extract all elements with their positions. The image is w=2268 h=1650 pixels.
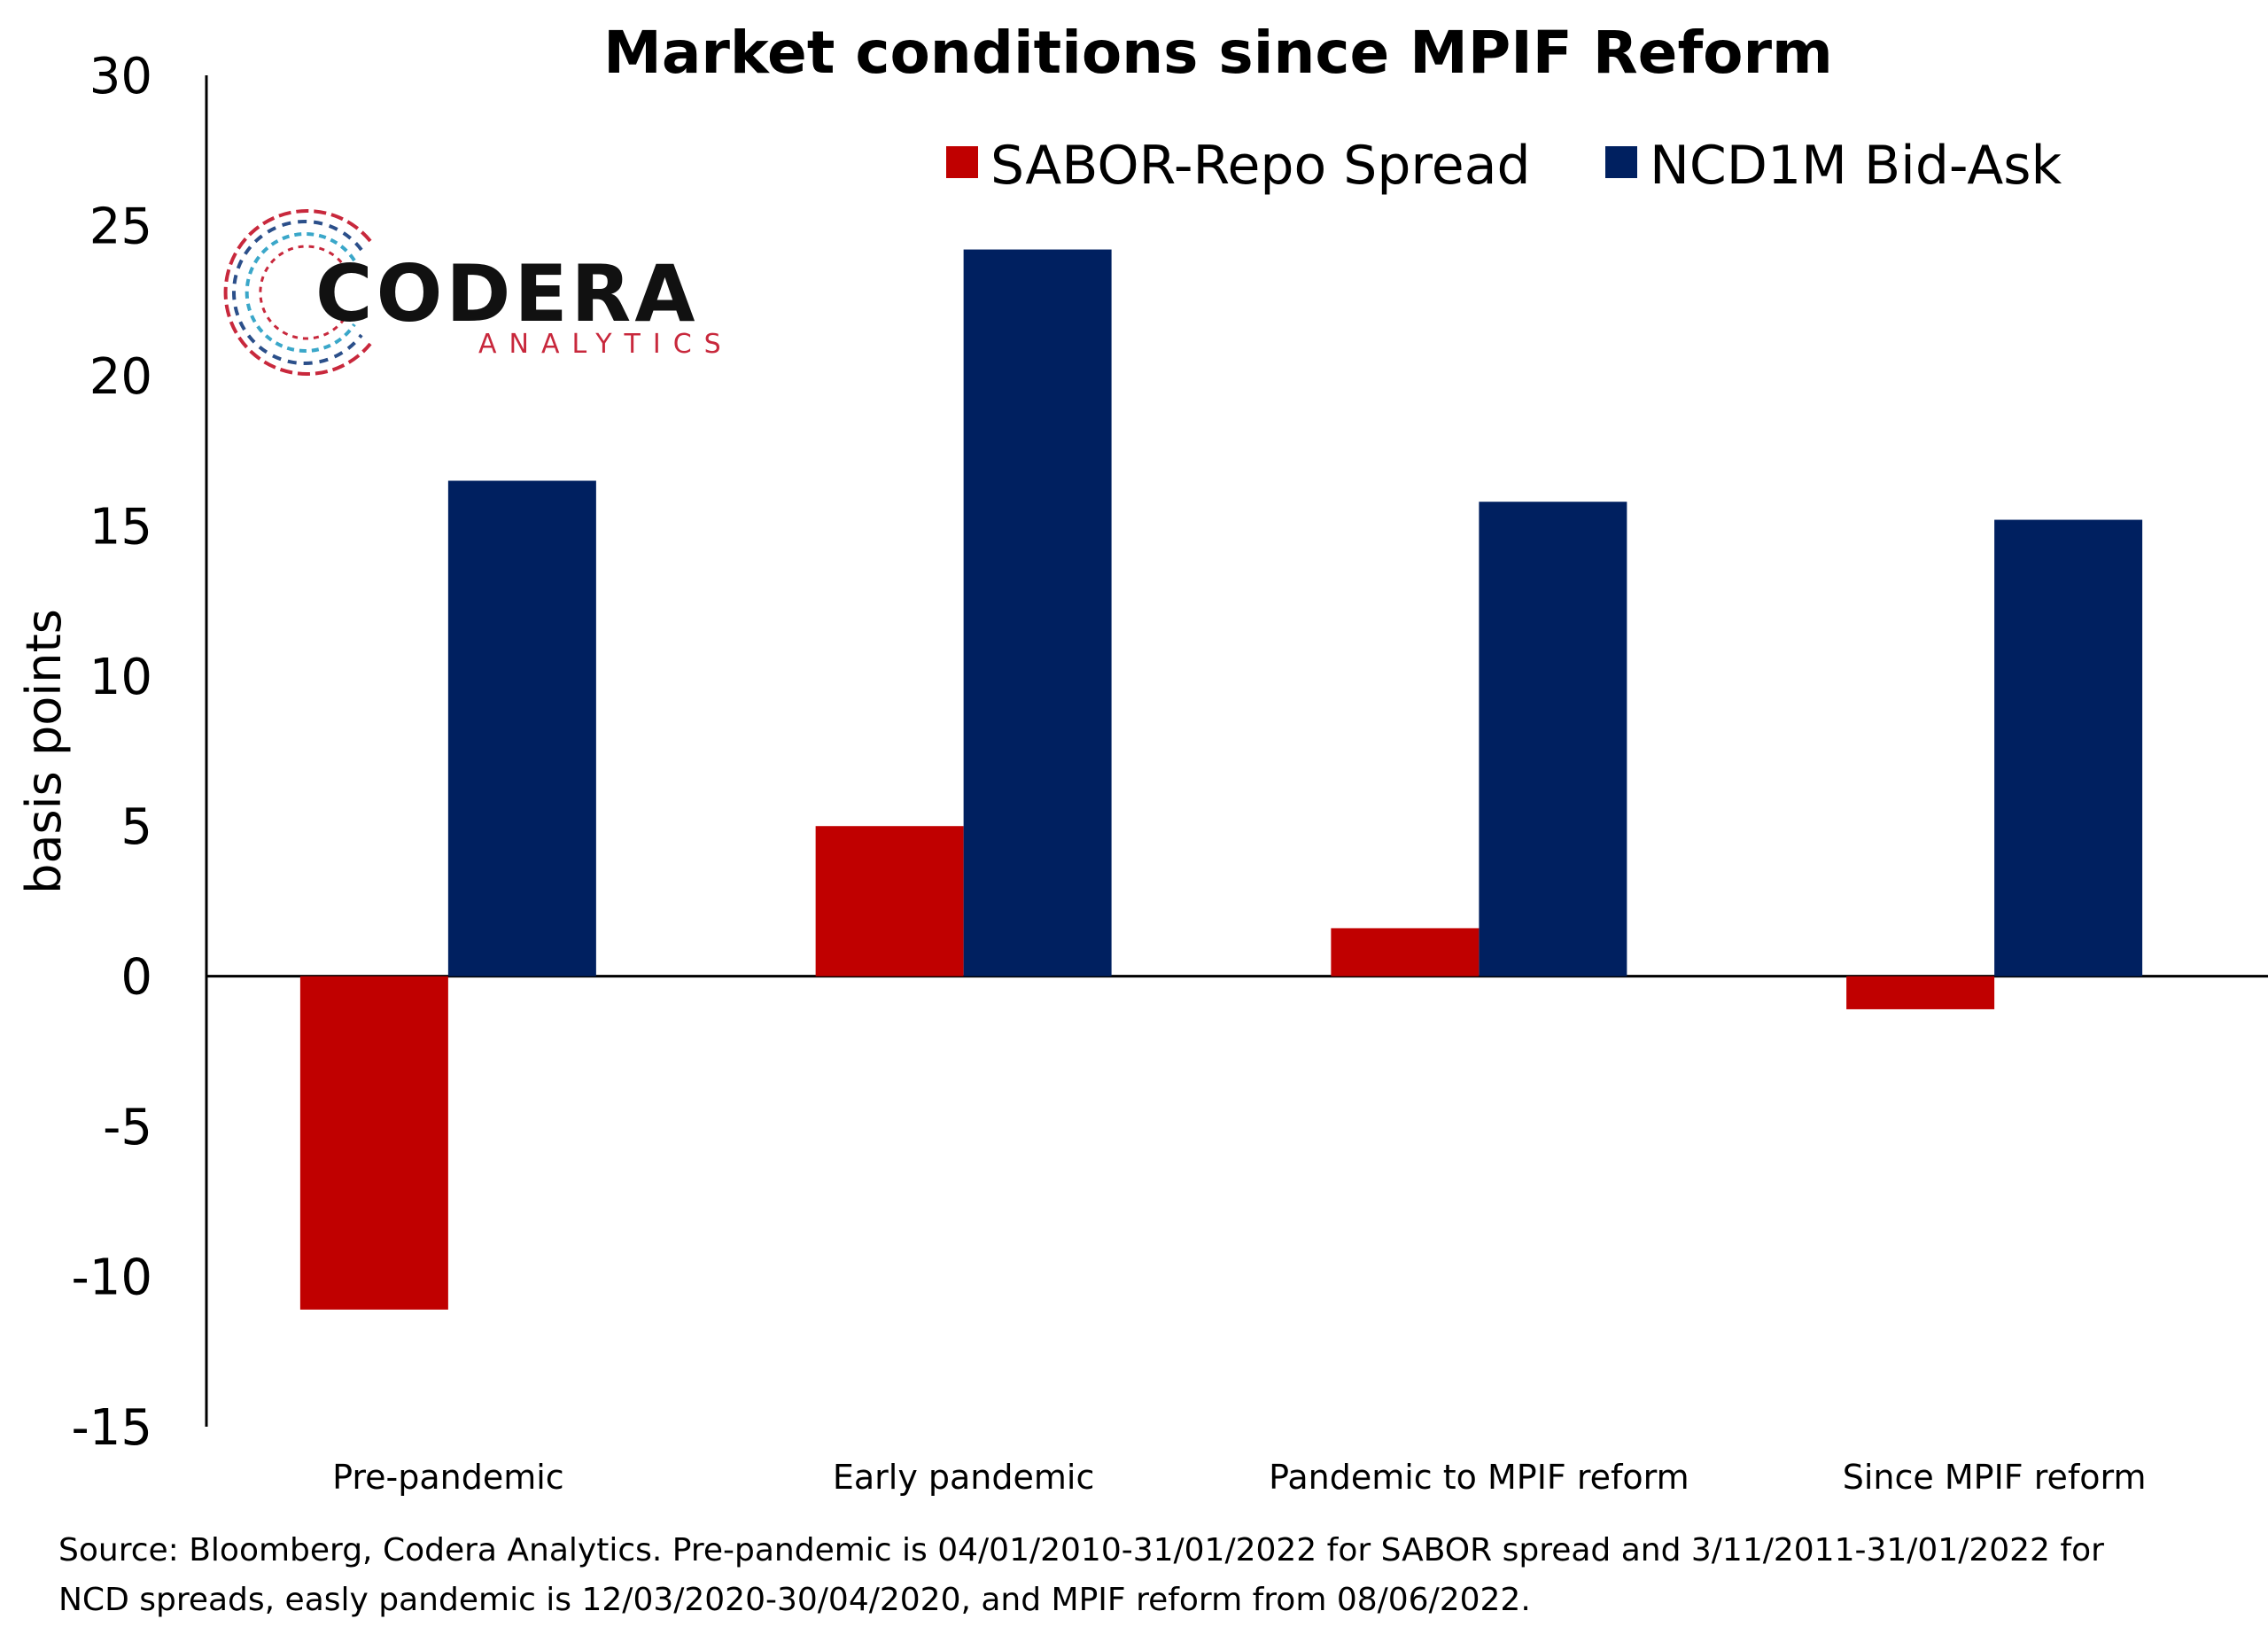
- codera-logo: CODERA ANALYTICS: [223, 209, 734, 376]
- y-tick-label: 20: [89, 348, 152, 406]
- bars: [299, 249, 2143, 1310]
- bar-sabor-repo-spread: [299, 976, 448, 1310]
- codera-logo-wordmark: CODERA: [315, 248, 698, 339]
- source-note-line-2: NCD spreads, easly pandemic is 12/03/202…: [58, 1582, 1531, 1618]
- y-tick-label: 5: [120, 798, 152, 856]
- legend: SABOR-Repo Spread NCD1M Bid-Ask: [946, 135, 2062, 197]
- y-tick-label: -5: [103, 1099, 152, 1156]
- y-axis-label: basis points: [16, 609, 72, 894]
- axes: 30 25 20 15 10 5 0 -5 -10 -15: [72, 48, 2268, 1457]
- codera-logo-subtitle: ANALYTICS: [478, 329, 734, 360]
- legend-label: NCD1M Bid-Ask: [1650, 135, 2062, 197]
- x-tick-label: Early pandemic: [833, 1458, 1095, 1497]
- bar-ncd1m-bid-ask: [1479, 502, 1627, 977]
- source-note: Source: Bloomberg, Codera Analytics. Pre…: [58, 1526, 2220, 1625]
- bar-ncd1m-bid-ask: [1994, 519, 2143, 977]
- x-tick-label: Pre-pandemic: [332, 1458, 564, 1497]
- bar-sabor-repo-spread: [1846, 976, 1995, 1009]
- bar-ncd1m-bid-ask: [447, 480, 596, 977]
- source-note-line-1: Source: Bloomberg, Codera Analytics. Pre…: [58, 1532, 2104, 1568]
- legend-label: SABOR-Repo Spread: [990, 135, 1531, 197]
- legend-swatch: [946, 146, 978, 178]
- y-tick-label: -15: [72, 1399, 152, 1457]
- chart-title: Market conditions since MPIF Reform: [603, 19, 1833, 87]
- bar-sabor-repo-spread: [1331, 928, 1480, 977]
- bar-ncd1m-bid-ask: [963, 249, 1112, 977]
- y-tick-label: 25: [89, 198, 152, 255]
- y-tick-label: 10: [89, 649, 152, 706]
- y-tick-label: 0: [120, 949, 152, 1007]
- y-tick-label: 30: [89, 48, 152, 105]
- codera-logo-mark: [223, 209, 372, 376]
- x-tick-label: Pandemic to MPIF reform: [1269, 1458, 1689, 1497]
- bar-sabor-repo-spread: [815, 826, 964, 977]
- y-tick-label: -10: [72, 1249, 152, 1307]
- legend-swatch: [1605, 146, 1637, 178]
- x-tick-label: Since MPIF reform: [1843, 1458, 2147, 1497]
- y-tick-label: 15: [89, 498, 152, 556]
- x-tick-labels: Pre-pandemic Early pandemic Pandemic to MP…: [332, 1458, 2146, 1497]
